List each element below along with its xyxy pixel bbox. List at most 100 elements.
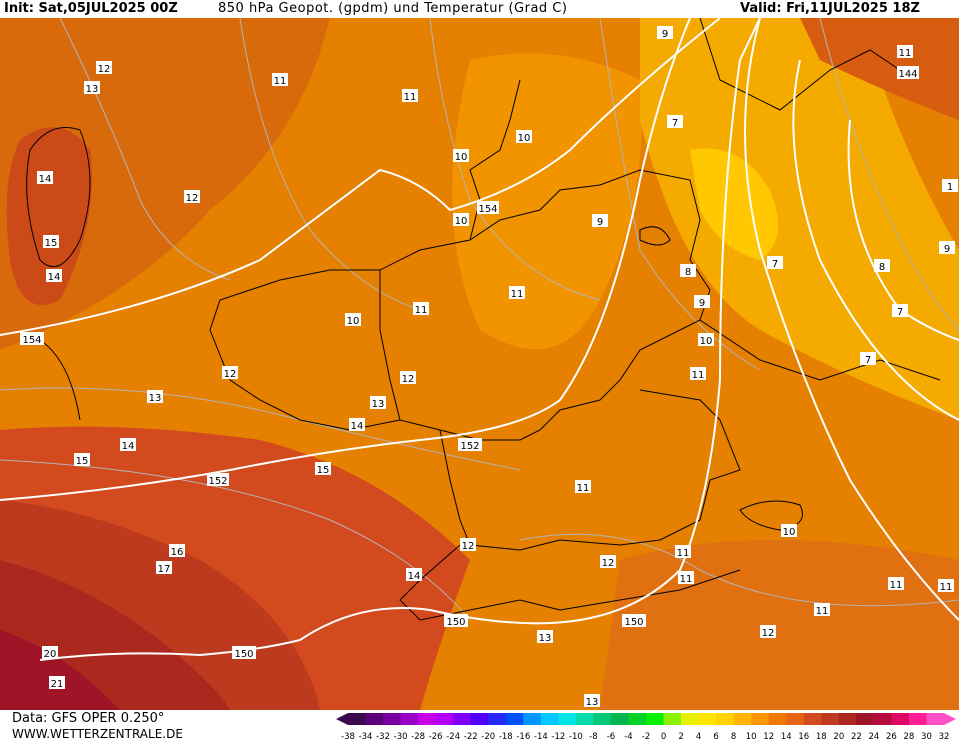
legend-swatch: [768, 713, 787, 725]
legend-tick-label: -38: [341, 732, 355, 741]
legend-tick-label: 4: [696, 732, 701, 741]
geopot-label: 154: [22, 335, 41, 346]
temp-label: 20: [44, 649, 57, 660]
legend-swatch: [856, 713, 875, 725]
temp-label: 12: [762, 628, 775, 639]
legend-swatch: [908, 713, 927, 725]
temp-label: 14: [122, 441, 135, 452]
legend-tick-label: 20: [833, 732, 844, 741]
temp-label: 9: [597, 217, 603, 228]
temp-label: 14: [408, 571, 421, 582]
temp-label: 13: [86, 84, 99, 95]
geopot-label: 154: [478, 204, 497, 215]
legend-tick-label: -24: [446, 732, 460, 741]
legend-tick-label: 18: [816, 732, 827, 741]
temp-label: 15: [45, 238, 58, 249]
temp-label: 15: [76, 456, 89, 467]
legend-swatch: [926, 713, 945, 725]
temp-label: 8: [685, 267, 691, 278]
temp-label: 8: [879, 262, 885, 273]
temp-label: 16: [171, 547, 184, 558]
website-credit: WWW.WETTERZENTRALE.DE: [12, 727, 183, 741]
temp-label: 14: [48, 272, 61, 283]
legend-swatch: [610, 713, 629, 725]
temp-label: 11: [677, 548, 690, 559]
legend-swatch: [383, 713, 402, 725]
temp-label: 12: [462, 541, 475, 552]
legend-tick-label: -10: [569, 732, 583, 741]
legend-swatch: [348, 713, 367, 725]
weather-map: 12 13 11 11 14 12 15 14 11 10 10 10 154 …: [0, 18, 959, 710]
temp-label: 9: [699, 298, 705, 309]
legend-tick-label: 6: [713, 732, 718, 741]
temp-label: 7: [865, 355, 871, 366]
temp-label: 1: [947, 182, 953, 193]
geopot-label: 152: [460, 441, 479, 452]
valid-time: Valid: Fri,11JUL2025 18Z: [740, 1, 920, 16]
legend-tick-label: 16: [798, 732, 809, 741]
temp-label: 11: [692, 370, 705, 381]
legend-tick-label: -6: [607, 732, 615, 741]
geopot-label: 150: [234, 649, 253, 660]
legend-tick-label: -26: [429, 732, 443, 741]
geopotential-isohypses: [0, 18, 959, 661]
temp-label: 15: [317, 465, 330, 476]
temp-label: 9: [944, 244, 950, 255]
legend-tick-label: -18: [499, 732, 513, 741]
temp-label: 11: [577, 483, 590, 494]
temp-label: 12: [402, 374, 415, 385]
temp-label: 9: [662, 29, 668, 40]
warm-zone-southwest-4: [0, 630, 120, 710]
legend-tick-label: 22: [851, 732, 862, 741]
temp-label: 17: [158, 564, 171, 575]
legend-swatch: [733, 713, 752, 725]
legend-tick-label: -12: [551, 732, 565, 741]
temp-label: 12: [186, 193, 199, 204]
legend-tick-label: -20: [481, 732, 495, 741]
temp-label: 12: [98, 64, 111, 75]
temp-label: 11: [816, 606, 829, 617]
legend-tick-label: -22: [464, 732, 478, 741]
legend-swatch: [698, 713, 717, 725]
temp-label: 13: [372, 399, 385, 410]
geopot-label: 150: [446, 617, 465, 628]
temperature-labels: 12 13 11 11 14 12 15 14 11 10 10 10 154 …: [37, 26, 958, 708]
legend-swatch: [365, 713, 384, 725]
legend-swatch: [453, 713, 472, 725]
warm-pocket-west: [6, 127, 93, 305]
legend-swatch: [540, 713, 559, 725]
legend-tick-label: -28: [411, 732, 425, 741]
warm-zone-northwest: [0, 18, 330, 350]
legend-arrow-right: [944, 713, 956, 725]
legend-swatch: [628, 713, 647, 725]
legend-tick-label: -2: [642, 732, 650, 741]
legend-tick-label: -32: [376, 732, 390, 741]
geopot-label: 150: [624, 617, 643, 628]
temp-label: 14: [351, 421, 364, 432]
legend-swatch: [838, 713, 857, 725]
legend-swatch: [786, 713, 805, 725]
temp-label: 11: [511, 289, 524, 300]
temp-label: 11: [899, 48, 912, 59]
temp-label: 12: [224, 369, 237, 380]
legend-tick-label: 8: [731, 732, 736, 741]
legend-swatch: [891, 713, 910, 725]
temp-label: 10: [455, 152, 468, 163]
temp-label: 13: [149, 393, 162, 404]
legend-swatch: [751, 713, 770, 725]
legend-tick-label: 2: [678, 732, 683, 741]
isotherms: [0, 18, 959, 621]
legend-tick-label: 28: [904, 732, 915, 741]
legend-swatch: [593, 713, 612, 725]
legend-tick-label: 14: [781, 732, 792, 741]
legend-swatch: [663, 713, 682, 725]
legend-swatch: [470, 713, 489, 725]
temp-label: 11: [890, 580, 903, 591]
header-bar: Init: Sat,05JUL2025 00Z 850 hPa Geopot. …: [0, 0, 959, 18]
data-source: Data: GFS OPER 0.250°: [12, 711, 165, 726]
footer: Data: GFS OPER 0.250° WWW.WETTERZENTRALE…: [0, 710, 959, 741]
legend-swatch: [821, 713, 840, 725]
legend-tick-label: 12: [763, 732, 774, 741]
warm-zone-northeast: [800, 18, 959, 120]
legend-swatch: [803, 713, 822, 725]
